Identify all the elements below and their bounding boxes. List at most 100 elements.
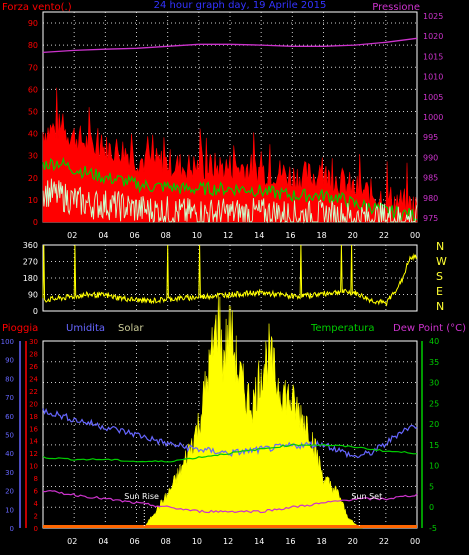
- main-x-tick: 18: [317, 537, 327, 546]
- humidity-axis-tick: 20: [5, 488, 14, 496]
- temperature-axis-tick: 10: [429, 462, 439, 471]
- wind-axis-tick: 20: [28, 174, 38, 183]
- temperature-axis-tick: -5: [429, 524, 437, 533]
- rain-axis-tick: 12: [29, 450, 38, 458]
- wind-axis-tick: 30: [28, 152, 38, 161]
- wind-axis-tick: 80: [28, 41, 38, 50]
- rain-axis-tick: 26: [29, 363, 38, 371]
- pressure-axis-tick: 1010: [423, 73, 443, 82]
- chart-title: 24 hour graph day, 19 Aprile 2015: [154, 0, 327, 11]
- wind-x-tick: 16: [285, 231, 295, 240]
- legend-item: Solar: [118, 323, 144, 334]
- wind-x-tick: 06: [130, 231, 140, 240]
- humidity-axis-tick: 50: [5, 432, 14, 440]
- rain-axis-tick: 18: [29, 413, 38, 421]
- temperature-axis-tick: 15: [429, 441, 439, 450]
- wind-x-tick: 04: [98, 231, 108, 240]
- rain-axis-tick: 30: [29, 338, 38, 346]
- rain-axis-tick: 4: [34, 500, 39, 508]
- temperature-axis-tick: 35: [429, 358, 439, 367]
- temperature-axis-tick: 40: [429, 337, 439, 346]
- rain-axis-tick: 10: [29, 463, 38, 471]
- rain-axis-tick: 0: [34, 525, 38, 533]
- main-x-tick: 06: [130, 537, 140, 546]
- rain-bar: [43, 525, 417, 528]
- temperature-axis-tick: 20: [429, 420, 439, 429]
- pressure-axis-tick: 995: [423, 133, 438, 142]
- main-x-tick: 22: [379, 537, 389, 546]
- wind-x-tick: 22: [379, 231, 389, 240]
- pressure-line: [42, 37, 418, 54]
- main-x-tick: 04: [98, 537, 108, 546]
- legend-item: Pioggia: [2, 323, 38, 334]
- rain-axis-tick: 28: [29, 350, 38, 358]
- main-x-tick: 20: [348, 537, 358, 546]
- direction-line: [42, 244, 418, 307]
- wind-x-tick: 20: [348, 231, 358, 240]
- legend-item: Dew Point (°C): [393, 323, 466, 334]
- rain-axis-tick: 14: [29, 438, 38, 446]
- humidity-axis-tick: 30: [5, 469, 14, 477]
- wind-axis-tick: 60: [28, 85, 38, 94]
- humidity-axis-tick: 10: [5, 506, 14, 514]
- wind-axis-label: Forza vento(.): [2, 2, 72, 13]
- solar-area: [144, 294, 363, 529]
- legend-item: Umidita: [66, 323, 105, 334]
- wind-x-tick: 18: [317, 231, 327, 240]
- direction-axis-tick: 270: [23, 258, 38, 267]
- wind-x-tick: 12: [223, 231, 233, 240]
- rain-axis-tick: 16: [29, 425, 38, 433]
- main-x-tick: 00: [410, 537, 420, 546]
- direction-label: S: [436, 270, 443, 283]
- humidity-axis-tick: 100: [1, 338, 14, 346]
- wind-x-tick: 08: [161, 231, 171, 240]
- direction-axis-tick: 90: [28, 291, 38, 300]
- wind-x-tick: 14: [254, 231, 264, 240]
- pressure-axis-label: Pressione: [372, 2, 420, 13]
- main-x-tick: 12: [223, 537, 233, 546]
- direction-axis-tick: 360: [23, 241, 38, 250]
- rain-axis-tick: 2: [34, 513, 38, 521]
- wind-axis-tick: 10: [28, 196, 38, 205]
- direction-label: E: [436, 285, 443, 298]
- main-x-tick: 14: [254, 537, 264, 546]
- pressure-axis-tick: 1000: [423, 113, 443, 122]
- wind-axis-tick: 90: [28, 19, 38, 28]
- pressure-axis-tick: 985: [423, 174, 438, 183]
- main-x-tick: 10: [192, 537, 202, 546]
- dewpoint-line: [42, 489, 418, 514]
- wind-x-tick: 00: [410, 231, 420, 240]
- humidity-axis-tick: 90: [5, 357, 14, 365]
- wind-axis-tick: 70: [28, 63, 38, 72]
- rain-axis-tick: 8: [34, 475, 38, 483]
- pressure-axis-tick: 1020: [423, 32, 443, 41]
- wind-x-tick: 02: [67, 231, 77, 240]
- main-x-tick: 08: [161, 537, 171, 546]
- pressure-axis-tick: 1015: [423, 52, 443, 61]
- wind-average-line: [42, 156, 418, 223]
- humidity-axis-tick: 70: [5, 394, 14, 402]
- pressure-axis-tick: 990: [423, 153, 438, 162]
- pressure-axis-tick: 1025: [423, 12, 443, 21]
- rain-axis-tick: 6: [34, 488, 39, 496]
- humidity-axis-tick: 80: [5, 375, 14, 383]
- wind-axis-tick: 0: [33, 218, 38, 227]
- temperature-axis-tick: 25: [429, 399, 439, 408]
- wind-x-tick: 10: [192, 231, 202, 240]
- sun-set-label: Sun Set: [351, 492, 382, 501]
- pressure-axis-tick: 1005: [423, 93, 443, 102]
- sun-rise-label: Sun Rise: [124, 492, 159, 501]
- direction-axis-tick: 0: [33, 307, 38, 316]
- humidity-axis-tick: 0: [10, 525, 14, 533]
- wind-low-line: [42, 178, 418, 224]
- wind-gust-area: [42, 87, 418, 223]
- direction-axis-tick: 180: [23, 274, 38, 283]
- wind-axis-tick: 40: [28, 130, 38, 139]
- temperature-line: [42, 443, 418, 463]
- temperature-axis-tick: 5: [429, 482, 434, 491]
- main-x-tick: 16: [285, 537, 295, 546]
- temperature-axis-tick: 0: [429, 503, 434, 512]
- pressure-axis-tick: 975: [423, 214, 438, 223]
- humidity-axis-tick: 40: [5, 450, 14, 458]
